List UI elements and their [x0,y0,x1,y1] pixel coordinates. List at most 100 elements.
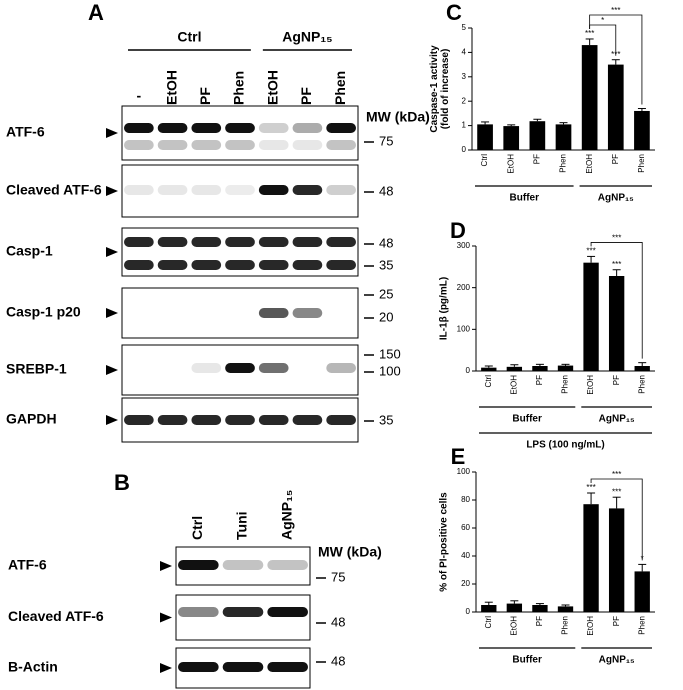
y-tick-label: 40 [461,551,470,560]
band [157,415,188,425]
row-arrow [106,128,118,138]
lane-label: Phen [231,71,247,105]
band [225,415,255,425]
band [157,237,188,247]
footer-label: LPS (100 ng/mL) [526,440,604,451]
band [157,140,188,150]
mw-label: 35 [379,257,393,272]
mw-label: 48 [379,235,393,250]
row-arrow [106,308,118,318]
bar [506,366,523,371]
band [191,123,222,133]
blot-frame [175,594,311,641]
band [124,185,154,195]
band [326,260,356,270]
bar [634,366,650,371]
y-tick-label: 20 [461,579,470,588]
band [157,185,188,195]
lane-label: EtOH [163,70,179,105]
band [292,185,323,195]
band [292,237,323,247]
band [292,415,323,425]
band [225,185,255,195]
band [258,123,289,133]
comparison-label: * [601,16,604,25]
bar [557,365,574,371]
bar [503,126,520,150]
comparison-bracket [590,242,643,359]
bar [583,504,599,612]
band [258,237,289,247]
band [225,363,255,373]
band [258,260,289,270]
y-tick-label: 3 [462,72,467,81]
band [157,260,188,270]
x-tick-label: PF [612,616,621,626]
band [292,260,323,270]
blot-frame [121,287,359,339]
x-tick-label: Phen [637,375,646,394]
band [191,237,222,247]
x-tick-label: Phen [561,616,570,635]
y-tick-label: 200 [457,283,471,292]
row-label: GAPDH [6,411,57,427]
comparison-label: *** [611,6,620,15]
x-tick-label: PF [535,375,544,385]
x-tick-label: PF [532,154,541,164]
significance-label: *** [586,483,595,492]
y-tick-label: 1 [462,121,467,130]
band [225,123,255,133]
band [258,363,289,373]
x-tick-label: EtOH [586,616,595,636]
y-axis-label: % of PI-positive cells [439,492,450,592]
lane-label: - [137,88,142,104]
group-label: AgNP₁₅ [599,414,635,425]
bar [608,276,625,371]
band [267,560,308,570]
row-arrow [160,663,172,673]
y-axis-label: Caspase-1 activity [429,45,440,133]
bar [581,45,598,150]
mw-title: MW (kDa) [318,544,382,560]
mw-label: 48 [331,653,345,668]
row-label: Cleaved ATF-6 [8,608,104,624]
group-label: AgNP₁₅ [598,193,634,204]
band [326,185,356,195]
y-tick-label: 100 [457,467,471,476]
comparison-bracket [589,14,643,105]
significance-label: *** [586,247,595,256]
band [326,123,356,133]
band [124,140,154,150]
panel-letter: A [88,0,104,25]
y-tick-label: 0 [466,366,471,375]
band [222,607,264,617]
band [267,662,308,672]
mw-label: 25 [379,286,393,301]
panel-letter: D [450,218,466,243]
band [124,260,154,270]
mw-label: 150 [379,346,401,361]
bar [608,508,625,612]
bar [634,571,650,612]
band [191,140,222,150]
group-label: AgNP₁₅ [282,29,332,45]
panel-letter: E [451,444,466,469]
band [258,185,289,195]
band [124,237,154,247]
x-tick-label: Phen [637,154,646,173]
row-arrow [106,415,118,425]
band [157,123,188,133]
comparison-bracket [590,478,643,561]
bar [529,121,546,150]
y-tick-label: 0 [462,145,467,154]
band [191,363,222,373]
band [178,662,219,672]
y-tick-label: 100 [457,324,471,333]
lane-label: PF [298,87,314,105]
row-label: ATF-6 [6,124,45,140]
row-label: Casp-1 [6,243,53,259]
group-label: Buffer [512,655,542,666]
lane-label: EtOH [264,70,280,105]
mw-label: 48 [379,183,393,198]
